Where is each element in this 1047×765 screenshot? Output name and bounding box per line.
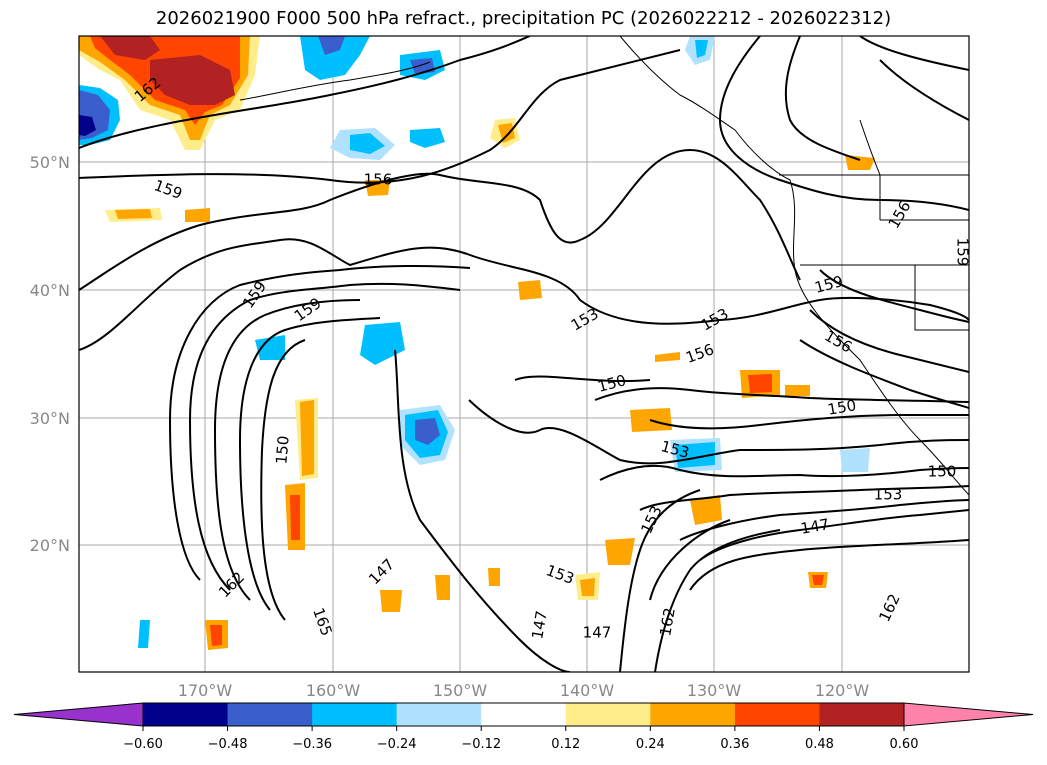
colorbar-frame	[142, 702, 905, 727]
colorbar-bin	[143, 703, 229, 726]
lon-label: 130°W	[687, 681, 742, 700]
colorbar-tick-label: 0.24	[636, 737, 665, 752]
colorbar-bin	[819, 703, 905, 726]
colorbar-over-extension	[903, 702, 1034, 727]
contour-label: 162	[656, 606, 679, 637]
colorbar-under-extension	[13, 702, 144, 727]
colorbar-tick-label: 0.60	[890, 737, 919, 752]
latitude-labels: 50°N 40°N 30°N 20°N	[30, 153, 70, 555]
contour-label: 150	[928, 463, 957, 481]
longitude-labels: 170°W 160°W 150°W 140°W 130°W 120°W	[178, 681, 870, 700]
colorbar-tick-label: 0.12	[551, 737, 580, 752]
colorbar-tick-label: −0.12	[461, 737, 501, 752]
lon-label: 160°W	[306, 681, 361, 700]
colorbar-bin	[396, 703, 482, 726]
contour-label: 159	[954, 238, 972, 267]
colorbar-tick-label: −0.48	[208, 737, 248, 752]
lat-label: 50°N	[30, 153, 70, 172]
contour-label: 147	[799, 515, 830, 538]
colorbar-tick-label: −0.36	[292, 737, 332, 752]
lon-label: 150°W	[433, 681, 488, 700]
map-title: 2026021900 F000 500 hPa refract., precip…	[155, 8, 892, 29]
lon-label: 170°W	[178, 681, 233, 700]
colorbar-bin	[734, 703, 820, 726]
colorbar-tick-label: 0.48	[805, 737, 834, 752]
colorbar-tick-label: 0.36	[720, 737, 749, 752]
map-frame	[78, 35, 970, 673]
graticule	[79, 36, 969, 672]
colorbar-bin	[227, 703, 313, 726]
contour-label: 153	[874, 486, 903, 504]
colorbar-bin	[565, 703, 651, 726]
precip-shading	[79, 36, 875, 650]
contour-label: 150	[272, 435, 292, 465]
colorbar-tick-label: −0.24	[377, 737, 417, 752]
colorbar-bin	[650, 703, 736, 726]
colorbar: −0.60 −0.48 −0.36 −0.24 −0.12 0.12 0.24 0.36 0.4…	[13, 702, 1034, 752]
refractivity-contours	[79, 36, 969, 672]
colorbar-bin	[312, 703, 398, 726]
lon-label: 140°W	[560, 681, 615, 700]
map-background	[79, 36, 969, 672]
contour-label: 150	[826, 396, 857, 419]
lat-label: 40°N	[30, 281, 70, 300]
colorbar-bin	[481, 703, 567, 726]
contour-label: 147	[583, 624, 612, 642]
lat-label: 30°N	[30, 409, 70, 428]
lat-label: 20°N	[30, 536, 70, 555]
colorbar-tick-label: −0.60	[123, 737, 163, 752]
contour-label: 147	[528, 609, 551, 640]
lon-label: 120°W	[815, 681, 870, 700]
contour-label: 156	[364, 171, 393, 189]
coastlines	[239, 36, 969, 496]
